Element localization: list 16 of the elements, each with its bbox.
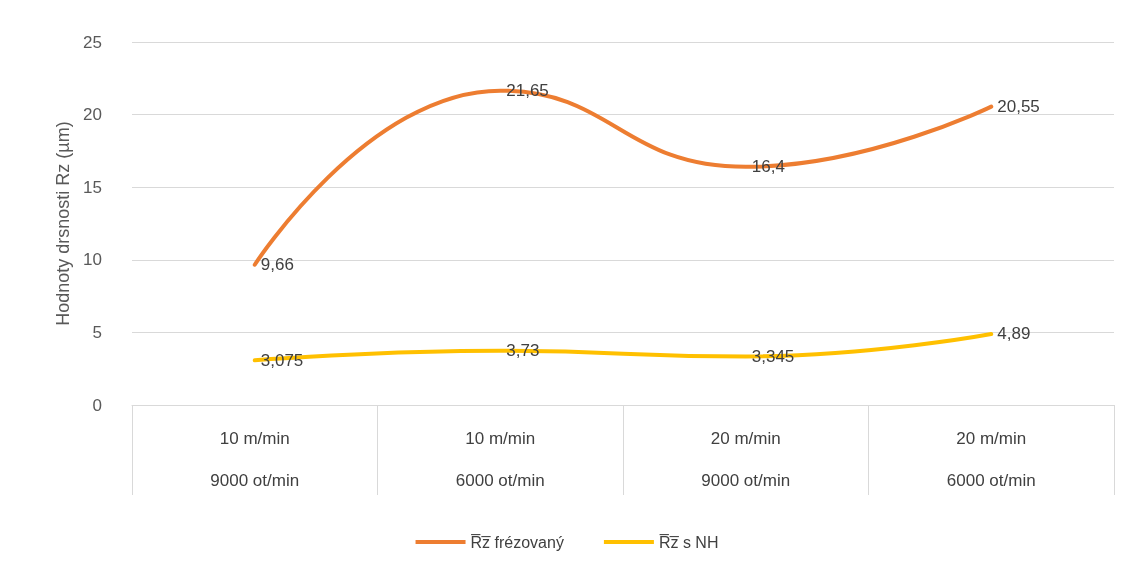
category-label: 10 m/min 9000 ot/min	[210, 428, 300, 490]
text: 20,55	[997, 97, 1040, 117]
legend-label: R̅z̅ s NH	[658, 533, 719, 551]
y-axis-title: Hodnoty drsnosti Rz (µm)	[53, 121, 74, 326]
category-label: 20 m/min 6000 ot/min	[946, 428, 1036, 490]
y-tick-label: 0	[92, 395, 102, 415]
text: 9,66	[260, 255, 294, 275]
y-tick-label: 5	[92, 322, 102, 342]
text: 4,89	[997, 324, 1031, 344]
category-label: 20 m/min 9000 ot/min	[701, 428, 791, 490]
y-tick-label: 25	[83, 32, 102, 52]
y-tick-label: 10	[83, 250, 102, 270]
y-tick-label: 15	[83, 177, 102, 197]
category-label: 10 m/min 6000 ot/min	[455, 428, 545, 490]
legend-label: R̅z̅ frézovaný	[470, 533, 564, 551]
y-tick-label: 20	[83, 105, 102, 125]
